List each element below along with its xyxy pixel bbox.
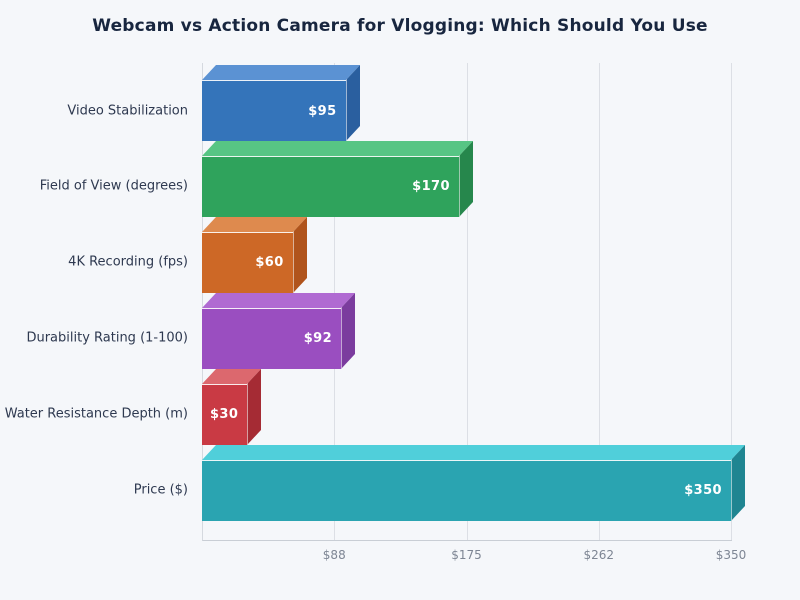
bar-side-face [341, 292, 356, 369]
bar-video-stabilization: $95 [202, 64, 360, 141]
category-label: Price ($) [133, 482, 188, 498]
bar-durability-rating-1-100: $92 [202, 292, 356, 369]
bar-value-label: $30 [209, 407, 239, 423]
gridline-$175 [466, 63, 468, 540]
bar-water-resistance-depth-m: $30 [202, 368, 262, 445]
x-axis-ticks: $88 $175 $262 $350 [202, 548, 746, 568]
bar-side-face [731, 444, 745, 521]
bars-layer: $95 $170 $60 $92 $30 $350 [202, 63, 745, 541]
chart-title: Webcam vs Action Camera for Vlogging: Wh… [92, 16, 708, 36]
bar-price: $350 [202, 444, 745, 521]
x-tick-label: $262 [583, 548, 615, 562]
category-label: Water Resistance Depth (m) [4, 406, 188, 422]
bar-value-label: $95 [308, 103, 337, 119]
bar-front-face: $30 [202, 383, 248, 445]
bar-front-face: $350 [202, 459, 731, 521]
bar-top-face [202, 292, 356, 308]
bar-front-face: $170 [202, 155, 459, 217]
bar-value-label: $92 [303, 331, 333, 347]
category-label: Durability Rating (1-100) [26, 330, 188, 346]
bar-field-of-view-degrees: $170 [202, 140, 473, 217]
x-tick-label: $175 [451, 548, 482, 562]
category-label: Video Stabilization [67, 103, 188, 118]
bar-front-face: $92 [202, 307, 342, 369]
bar-value-label: $170 [412, 179, 450, 195]
category-label: Field of View (degrees) [39, 178, 188, 194]
category-axis: Video Stabilization Field of View (degree… [0, 63, 196, 541]
bar-value-label: $350 [684, 483, 722, 498]
bar-top-face [202, 140, 473, 156]
gridline-$350 [731, 63, 732, 540]
gridline-$262 [598, 63, 600, 540]
bar-front-face: $95 [202, 80, 346, 141]
category-label: 4K Recording (fps) [68, 254, 188, 270]
bar-side-face [247, 368, 262, 445]
bar-value-label: $60 [255, 255, 284, 271]
bar-top-face [202, 216, 307, 232]
bar-side-face [292, 216, 307, 293]
x-tick-label: $88 [322, 548, 346, 562]
bar-side-face [458, 140, 473, 217]
bar-side-face [345, 64, 360, 141]
bar-front-face: $60 [202, 231, 293, 293]
x-tick-label: $350 [715, 548, 747, 562]
bar-top-face [202, 65, 360, 80]
bar-top-face [202, 444, 745, 460]
bar-4k-recording-fps: $60 [202, 216, 307, 293]
